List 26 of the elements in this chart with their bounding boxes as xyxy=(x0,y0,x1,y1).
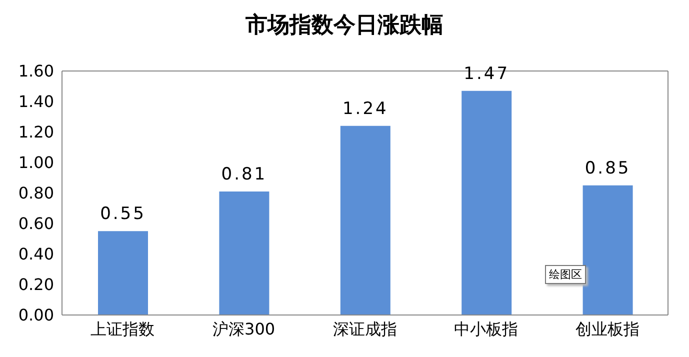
data-label: 1.24 xyxy=(342,98,388,119)
y-tick-label: 0.00 xyxy=(18,306,54,325)
data-label: 0.85 xyxy=(584,158,631,178)
y-tick-label: 0.20 xyxy=(18,275,54,294)
y-tick-label: 1.20 xyxy=(18,122,54,142)
annotation: 绘图区 xyxy=(545,265,586,284)
bar xyxy=(340,126,390,315)
x-tick-label: 深证成指 xyxy=(333,319,397,338)
y-tick-label: 1.60 xyxy=(18,62,54,81)
x-tick-label: 创业板指 xyxy=(575,319,640,338)
x-tick-label: 中小板指 xyxy=(454,319,518,338)
chart-title: 市场指数今日涨跌幅 xyxy=(244,11,444,40)
data-label: 0.55 xyxy=(100,204,146,224)
y-tick-label: 1.00 xyxy=(18,153,54,172)
y-tick-label: 0.60 xyxy=(18,214,54,234)
bar xyxy=(219,191,270,315)
y-tick-label: 0.40 xyxy=(18,244,54,264)
data-label: 1.47 xyxy=(464,64,510,84)
bar xyxy=(462,90,512,315)
x-tick-label: 上证指数 xyxy=(90,319,155,338)
y-tick-label: 1.40 xyxy=(18,92,54,112)
bar xyxy=(582,185,633,315)
data-label: 0.81 xyxy=(221,164,268,184)
bar xyxy=(98,231,148,315)
x-tick-label: 沪深300 xyxy=(212,319,276,338)
y-tick-label: 0.80 xyxy=(18,184,54,203)
